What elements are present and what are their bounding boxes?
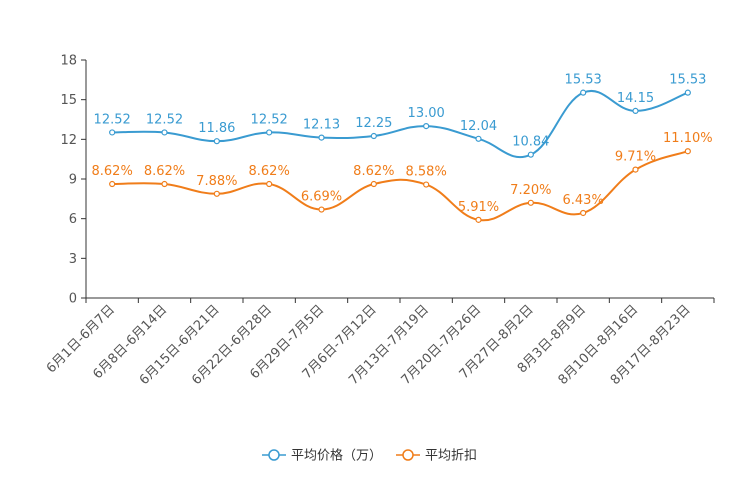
data-label: 12.13 [303, 118, 340, 133]
data-label: 8.62% [249, 164, 290, 179]
data-label: 14.15 [617, 91, 654, 106]
legend[interactable]: 平均价格（万） 平均折扣 [262, 448, 477, 464]
data-point[interactable] [527, 199, 534, 206]
data-label: 8.62% [144, 164, 185, 179]
data-label: 12.25 [355, 116, 392, 131]
data-point[interactable] [475, 216, 482, 223]
data-point[interactable] [475, 135, 482, 142]
data-point[interactable] [580, 209, 587, 217]
series-avg-price: 12.52 12.52 11.86 12.52 12.13 12.25 13.00 12.04… [94, 73, 706, 159]
data-label: 6.69% [301, 190, 342, 205]
y-axis: 0 3 6 9 12 15 18 [60, 54, 87, 307]
series-avg-discount: 8.62% 8.62% 7.88% 8.62% 6.69% 8.62% 8.58% 5.91%… [92, 131, 713, 223]
data-point[interactable] [527, 151, 534, 158]
data-label: 9.71% [615, 150, 656, 165]
data-point[interactable] [318, 206, 325, 213]
y-tick-label: 12 [60, 133, 77, 148]
data-point[interactable] [423, 123, 430, 130]
data-label: 6.43% [563, 193, 604, 208]
data-point[interactable] [632, 107, 639, 115]
data-point[interactable] [161, 180, 168, 188]
data-label: 8.62% [92, 164, 133, 179]
data-point[interactable] [266, 129, 273, 136]
data-point[interactable] [213, 138, 220, 145]
data-label: 12.52 [146, 112, 183, 127]
data-point[interactable] [580, 89, 587, 96]
data-point[interactable] [161, 129, 168, 136]
data-label: 15.53 [565, 73, 602, 88]
y-tick-label: 3 [69, 252, 77, 267]
data-label: 15.53 [669, 73, 706, 88]
y-tick-label: 0 [69, 292, 77, 307]
y-tick-label: 9 [69, 173, 77, 188]
data-label: 11.86 [198, 121, 235, 136]
y-tick-label: 18 [60, 54, 77, 69]
legend-marker-icon [268, 449, 280, 461]
data-label: 10.84 [512, 135, 549, 150]
data-label: 7.88% [196, 174, 237, 189]
data-label: 12.52 [94, 112, 131, 127]
data-point[interactable] [684, 89, 691, 96]
legend-item-avg-price[interactable]: 平均价格（万） [262, 448, 382, 464]
legend-item-avg-discount[interactable]: 平均折扣 [396, 449, 477, 464]
data-point[interactable] [318, 134, 325, 141]
data-label: 12.52 [251, 112, 288, 127]
data-point[interactable] [370, 132, 377, 140]
data-point[interactable] [266, 180, 273, 188]
data-label: 13.00 [408, 106, 445, 121]
data-point[interactable] [684, 148, 691, 155]
y-tick-label: 15 [60, 93, 77, 108]
data-point[interactable] [423, 181, 430, 188]
data-point[interactable] [213, 190, 220, 197]
data-point[interactable] [109, 129, 116, 136]
data-label: 8.58% [406, 165, 447, 180]
data-label: 7.20% [510, 183, 551, 198]
legend-label: 平均折扣 [425, 449, 477, 464]
legend-label: 平均价格（万） [291, 448, 382, 464]
series-layer: 12.52 12.52 11.86 12.52 12.13 12.25 13.00 12.04… [92, 73, 713, 223]
data-label: 8.62% [353, 164, 394, 179]
y-tick-label: 6 [69, 212, 77, 227]
legend-marker-icon [402, 449, 414, 461]
data-label: 5.91% [458, 200, 499, 215]
data-point[interactable] [370, 180, 377, 188]
data-point[interactable] [109, 180, 116, 188]
data-label: 12.04 [460, 119, 497, 134]
x-axis: 6月1日-6月7日6月8日-6月14日6月15日-6月21日6月22日-6月28… [44, 297, 715, 388]
data-label: 11.10% [663, 131, 713, 146]
data-point[interactable] [632, 166, 639, 173]
